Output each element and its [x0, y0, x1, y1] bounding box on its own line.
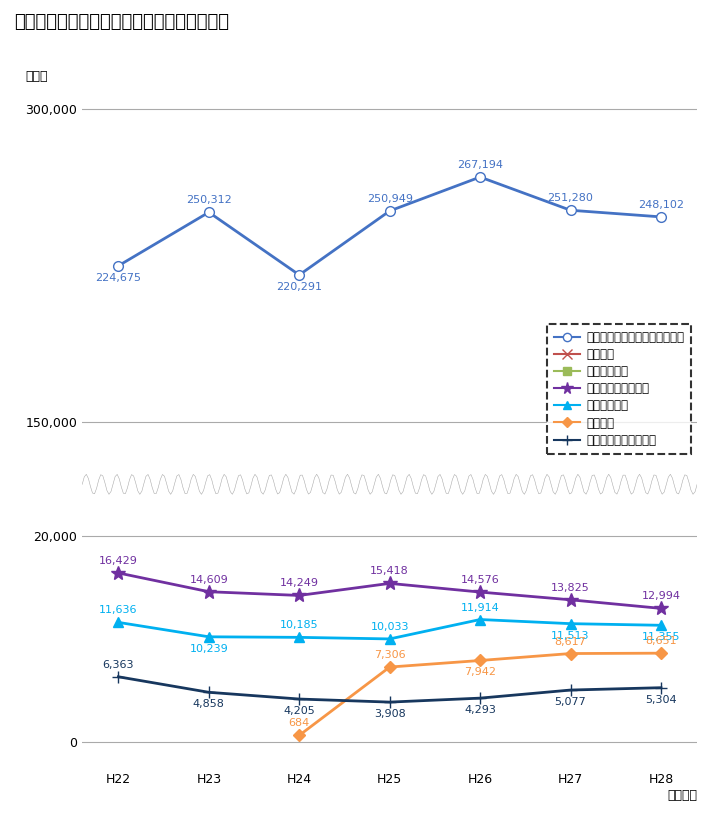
Text: 11,355: 11,355 — [641, 632, 680, 642]
Text: 4,293: 4,293 — [464, 705, 496, 715]
Text: （件）: （件） — [25, 70, 47, 84]
Text: 250,312: 250,312 — [186, 195, 232, 205]
Text: 267,194: 267,194 — [457, 160, 503, 170]
Text: 10,239: 10,239 — [189, 644, 228, 654]
Text: 224,675: 224,675 — [95, 273, 142, 283]
Text: 220,291: 220,291 — [276, 282, 322, 292]
Text: 8,651: 8,651 — [645, 636, 677, 646]
Text: 14,576: 14,576 — [460, 575, 500, 585]
Text: 11,914: 11,914 — [460, 603, 500, 613]
Text: 98,972: 98,972 — [0, 834, 1, 835]
Text: 5,304: 5,304 — [645, 695, 677, 705]
Text: 69,075: 69,075 — [0, 834, 1, 835]
Text: 250,949: 250,949 — [367, 194, 413, 204]
Text: 14,609: 14,609 — [189, 574, 228, 584]
Text: 79,769: 79,769 — [0, 834, 1, 835]
Text: 『図表２　取引類型別の消費生活相談件数』: 『図表２ 取引類型別の消費生活相談件数』 — [14, 13, 230, 31]
Text: 12,994: 12,994 — [641, 591, 681, 601]
Text: 91,314: 91,314 — [0, 834, 1, 835]
Text: 16,429: 16,429 — [99, 556, 138, 566]
Text: 97,250: 97,250 — [0, 834, 1, 835]
Text: 4,858: 4,858 — [193, 699, 225, 709]
Text: 684: 684 — [289, 718, 310, 728]
Text: 80,148: 80,148 — [0, 834, 1, 835]
Text: （年度）: （年度） — [667, 789, 697, 802]
Text: 8,617: 8,617 — [555, 636, 586, 646]
Text: 248,102: 248,102 — [638, 200, 684, 210]
Text: 15,418: 15,418 — [370, 566, 409, 576]
Text: 14,249: 14,249 — [280, 579, 319, 589]
Text: 91,582: 91,582 — [0, 834, 1, 835]
Legend: 通信販売（架空請求を除く。）, 訪問販売, 電話勧誘販売, 特定継続的役務提供, 連鎖販売取引, 訪問購入, 業務提供誘引販売取引: 通信販売（架空請求を除く。）, 訪問販売, 電話勧誘販売, 特定継続的役務提供,… — [547, 324, 691, 453]
Text: 6,363: 6,363 — [103, 660, 134, 670]
Text: 7,942: 7,942 — [464, 667, 496, 677]
Text: 251,280: 251,280 — [548, 194, 593, 203]
Text: 92,130: 92,130 — [0, 834, 1, 835]
Text: 13,825: 13,825 — [551, 583, 590, 593]
Text: 10,033: 10,033 — [370, 622, 409, 632]
Text: 4,205: 4,205 — [283, 706, 315, 716]
Text: 3,908: 3,908 — [374, 709, 405, 719]
Text: 80,824: 80,824 — [0, 834, 1, 835]
Text: 69,874: 69,874 — [0, 834, 1, 835]
Text: 11,636: 11,636 — [99, 605, 138, 615]
Text: 7,306: 7,306 — [374, 650, 405, 660]
Text: 11,513: 11,513 — [551, 630, 590, 640]
Text: 64,207: 64,207 — [0, 834, 1, 835]
Text: 5,077: 5,077 — [555, 697, 586, 707]
Text: 85,187: 85,187 — [0, 834, 1, 835]
Text: 102,513: 102,513 — [0, 834, 1, 835]
Text: 10,185: 10,185 — [280, 620, 319, 630]
Text: 89,743: 89,743 — [0, 834, 1, 835]
